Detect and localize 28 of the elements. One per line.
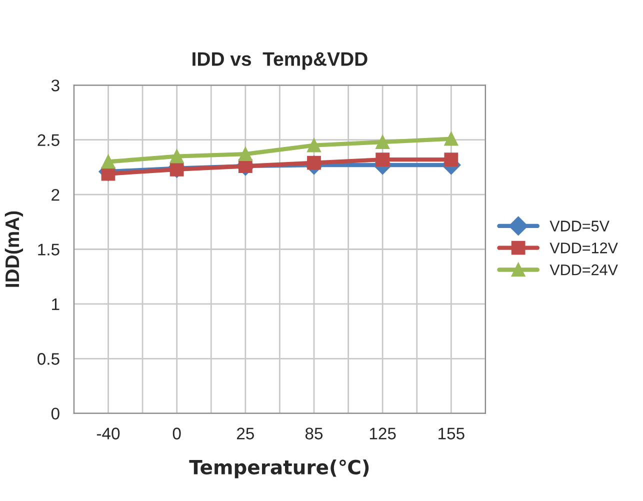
x-tick-label: -40 [96, 428, 120, 440]
y-tick-label: 0 [51, 408, 60, 420]
point [307, 138, 321, 152]
point [170, 162, 184, 176]
x-axis-title: Temperature(℃) [189, 459, 369, 478]
x-tick-label: 0 [172, 428, 181, 440]
legend-label: VDD=12V [550, 242, 618, 254]
point [101, 154, 116, 169]
y-tick-label: 0.5 [38, 353, 60, 365]
y-axis-title: IDD(mA) [4, 211, 23, 287]
y-tick-label: 1.5 [38, 244, 60, 256]
legend-label: VDD=24V [550, 264, 618, 276]
x-tick-label: 125 [370, 428, 396, 440]
x-tick-label: 155 [438, 428, 464, 440]
point [170, 149, 184, 164]
y-tick-label: 2.5 [38, 134, 60, 146]
point [444, 132, 458, 146]
x-tick-label: 25 [236, 428, 254, 440]
point [444, 152, 458, 166]
y-tick-label: 3 [51, 80, 60, 92]
y-tick-label: 2 [52, 188, 60, 201]
point [376, 152, 390, 166]
y-tick-label: 1 [52, 298, 60, 310]
legend-label: VDD=5V [550, 220, 610, 232]
chart-title: IDD vs Temp&VDD [192, 52, 368, 70]
point [376, 135, 390, 149]
point [238, 147, 252, 162]
x-tick-label: 85 [305, 428, 323, 440]
